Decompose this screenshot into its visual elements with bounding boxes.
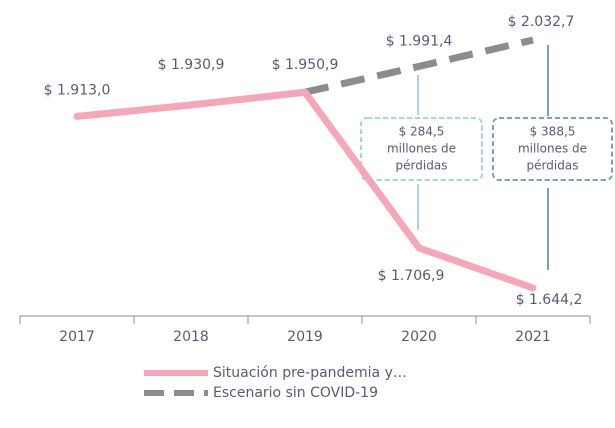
x-tick-label: 2017 [59, 329, 95, 345]
annotation-text: $ 284,5 [399, 125, 445, 139]
annotation-box [492, 117, 613, 181]
data-label: $ 1.950,9 [272, 57, 339, 73]
data-label: $ 1.991,4 [386, 33, 453, 49]
legend-label: Situación pre-pandemia y… [213, 365, 407, 381]
annotation-text: $ 388,5 [530, 125, 576, 139]
x-tick-label: 2018 [173, 329, 209, 345]
annotation-box [360, 117, 483, 181]
series-line [73, 88, 537, 292]
annotation-text: millones de [387, 142, 456, 156]
data-label: $ 1.913,0 [44, 82, 111, 98]
x-tick-label: 2021 [515, 329, 551, 345]
data-label: $ 1.644,2 [516, 292, 583, 308]
data-label: $ 1.930,9 [158, 57, 225, 73]
series-line [304, 36, 534, 96]
legend-label: Escenario sin COVID-19 [213, 385, 378, 401]
x-tick-label: 2019 [287, 329, 323, 345]
annotation-text: millones de [518, 142, 587, 156]
data-label: $ 1.706,9 [378, 268, 445, 284]
x-tick-label: 2020 [401, 329, 437, 345]
data-label: $ 2.032,7 [508, 14, 575, 30]
annotation-text: pérdidas [396, 159, 448, 173]
annotation-text: pérdidas [527, 159, 579, 173]
